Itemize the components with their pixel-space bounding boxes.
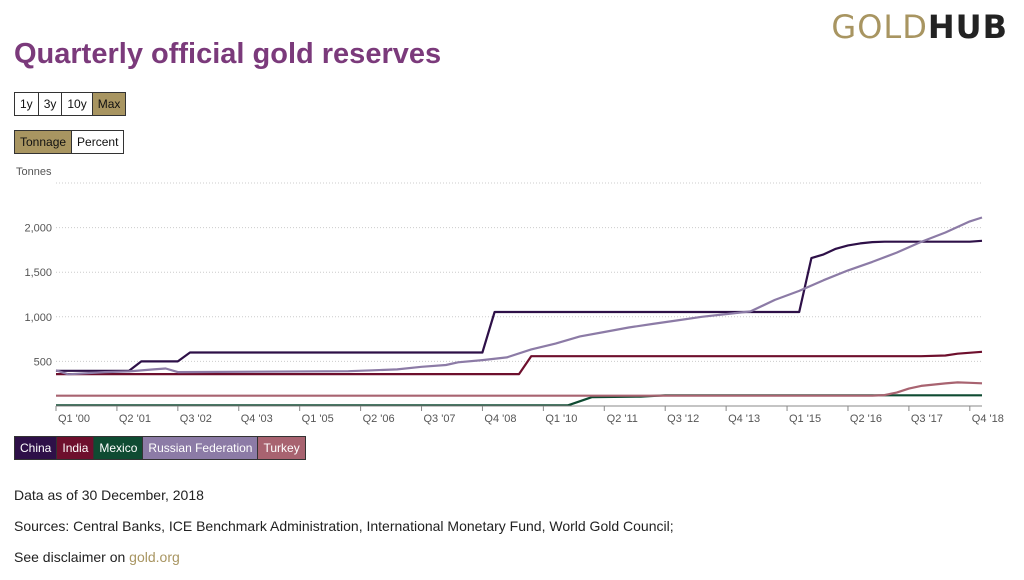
x-tick-label: Q1 '05 — [302, 413, 334, 425]
x-tick-label: Q1 '15 — [789, 413, 821, 425]
measure-selector: Tonnage Percent — [14, 130, 125, 154]
percent-button[interactable]: Percent — [71, 130, 125, 154]
disclaimer-text: See disclaimer on gold.org — [14, 549, 180, 565]
series-line-india[interactable] — [56, 350, 983, 376]
x-tick-label: Q4 '03 — [241, 413, 273, 425]
sources-text: Sources: Central Banks, ICE Benchmark Ad… — [14, 518, 674, 534]
x-tick-label: Q1 '10 — [545, 413, 577, 425]
page-title: Quarterly official gold reserves — [14, 38, 442, 70]
legend-india[interactable]: India — [56, 436, 95, 460]
y-tick-label: 1,500 — [24, 267, 52, 279]
legend-china[interactable]: China — [14, 436, 58, 460]
x-tick-label: Q2 '11 — [607, 413, 638, 425]
x-tick-label: Q3 '12 — [667, 413, 699, 425]
x-tick-label: Q2 '01 — [119, 413, 151, 425]
series-line-turkey[interactable] — [56, 381, 983, 397]
y-axis-label: Tonnes — [16, 166, 52, 178]
logo-gold-text: GOLD — [831, 8, 928, 46]
series-line-mexico[interactable] — [56, 394, 982, 407]
x-tick-label: Q3 '07 — [423, 413, 455, 425]
gold-org-link[interactable]: gold.org — [129, 549, 180, 565]
legend-russian-federation[interactable]: Russian Federation — [142, 436, 259, 460]
chart-legend: China India Mexico Russian Federation Tu… — [14, 436, 306, 460]
range-1y-button[interactable]: 1y — [14, 92, 39, 116]
x-tick-label: Q2 '06 — [363, 413, 395, 425]
goldhub-logo: GOLDHUB — [831, 8, 1008, 46]
x-tick-label: Q4 '13 — [728, 413, 760, 425]
logo-hub-text: HUB — [927, 8, 1008, 46]
x-tick-label: Q2 '16 — [850, 413, 882, 425]
x-tick-label: Q3 '17 — [911, 413, 943, 425]
series-line-russian-federation[interactable] — [55, 216, 983, 376]
x-tick-label: Q4 '18 — [972, 413, 1004, 425]
x-tick-label: Q3 '02 — [180, 413, 212, 425]
range-10y-button[interactable]: 10y — [61, 92, 93, 116]
disclaimer-prefix: See disclaimer on — [14, 549, 126, 565]
x-tick-label: Q1 '00 — [58, 413, 90, 425]
y-tick-label: 500 — [34, 356, 52, 368]
gold-reserves-line-chart: Tonnes 500 1,000 1,500 2,000 Q1 '00 Q2 '01 Q3 … — [16, 166, 1004, 425]
range-3y-button[interactable]: 3y — [37, 92, 63, 116]
range-max-button[interactable]: Max — [91, 92, 127, 116]
legend-mexico[interactable]: Mexico — [93, 436, 144, 460]
x-tick-label: Q4 '08 — [484, 413, 516, 425]
series-line-china[interactable] — [56, 239, 983, 372]
tonnage-button[interactable]: Tonnage — [14, 130, 73, 154]
legend-turkey[interactable]: Turkey — [257, 436, 306, 460]
y-tick-label: 2,000 — [24, 223, 52, 235]
y-tick-label: 1,000 — [24, 312, 52, 324]
time-range-selector: 1y 3y 10y Max — [14, 92, 127, 116]
data-date-text: Data as of 30 December, 2018 — [14, 487, 204, 503]
